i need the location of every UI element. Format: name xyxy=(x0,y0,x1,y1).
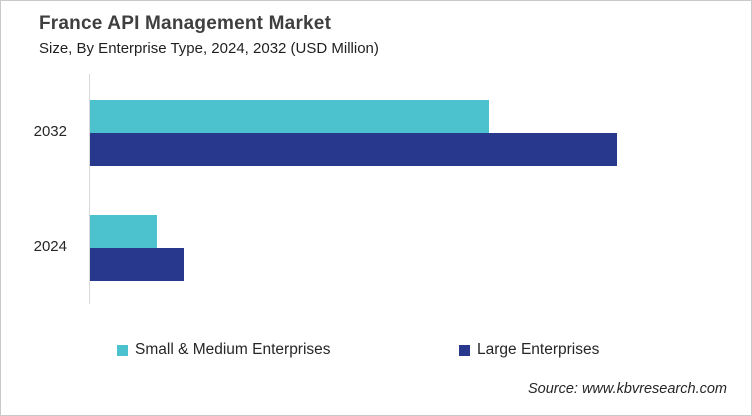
plot-area xyxy=(89,74,714,304)
legend-label: Large Enterprises xyxy=(477,341,600,358)
category-labels: 2032 2024 xyxy=(1,74,81,304)
legend-item: Large Enterprises xyxy=(459,341,599,359)
category-tick-label: 2032 xyxy=(33,123,67,140)
bar-group xyxy=(90,100,714,166)
bar-large-enterprises-2032 xyxy=(90,133,617,166)
chart-subtitle: Size, By Enterprise Type, 2024, 2032 (US… xyxy=(39,40,379,57)
category-row xyxy=(90,189,714,304)
category-row xyxy=(90,74,714,189)
chart-title: France API Management Market xyxy=(39,13,332,34)
source-credit: Source: www.kbvresearch.com xyxy=(527,381,727,397)
bar-large-enterprises-2024 xyxy=(90,248,184,281)
legend-item: Small & Medium Enterprises xyxy=(117,341,331,359)
bar-small-medium-enterprises-2032 xyxy=(90,100,489,133)
bar-small-medium-enterprises-2024 xyxy=(90,215,157,248)
chart-legend: Small & Medium Enterprises Large Enterpri… xyxy=(1,341,751,365)
legend-label: Small & Medium Enterprises xyxy=(135,341,331,358)
bar-group xyxy=(90,215,714,281)
legend-swatch-icon xyxy=(117,344,128,356)
legend-swatch-icon xyxy=(459,344,470,356)
category-tick-label: 2024 xyxy=(33,238,67,255)
